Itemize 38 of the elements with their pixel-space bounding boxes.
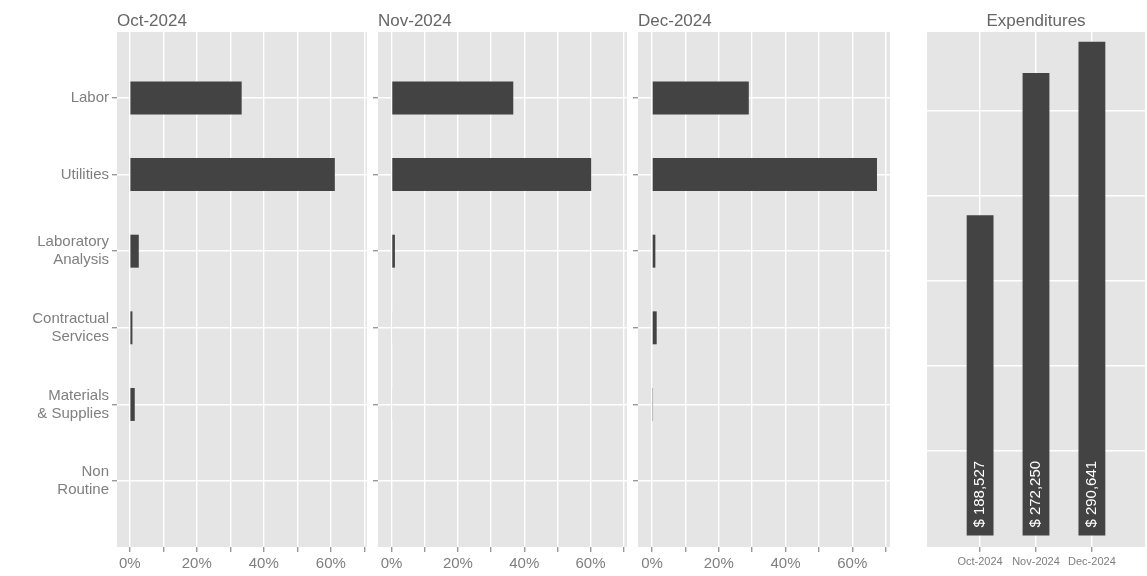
x-tick-label: 40%	[248, 554, 279, 572]
bar	[130, 81, 242, 115]
bar	[392, 81, 514, 115]
y-tick-label: Laboratory Analysis	[37, 232, 110, 268]
bar	[652, 311, 657, 345]
x-tick-label: Dec-2024	[1068, 554, 1116, 567]
bar	[130, 387, 135, 421]
bar	[130, 234, 139, 268]
y-tick-label: Utilities	[60, 164, 109, 182]
x-tick-label: 40%	[509, 554, 540, 572]
x-tick-label: 20%	[442, 554, 473, 572]
x-tick-label: Nov-2024	[1012, 554, 1060, 567]
chart-title: Nov-2024	[378, 11, 452, 31]
x-tick-label: 0%	[641, 554, 663, 572]
chart-title: Dec-2024	[638, 11, 712, 31]
y-tick-label: Contractual Services	[32, 308, 109, 344]
x-tick-label: 60%	[837, 554, 868, 572]
bar	[652, 158, 877, 192]
data-label: $ 188,527	[970, 460, 988, 528]
x-tick-label: 20%	[181, 554, 212, 572]
bar	[392, 158, 592, 192]
x-tick-label: 60%	[315, 554, 346, 572]
x-tick-label: Oct-2024	[957, 554, 1003, 567]
y-tick-label: Labor	[70, 88, 109, 106]
x-tick-label: 20%	[703, 554, 734, 572]
bar	[130, 158, 335, 192]
x-tick-label: 0%	[380, 554, 403, 572]
x-tick-label: 40%	[770, 554, 801, 572]
data-label: $ 272,250	[1026, 460, 1044, 528]
y-tick-label: Non Routine	[57, 462, 109, 498]
x-tick-label: 60%	[575, 554, 606, 572]
x-tick-label: 0%	[118, 554, 141, 572]
bar	[392, 234, 395, 268]
y-tick-label: Materials & Supplies	[37, 385, 109, 421]
chart-title: Oct-2024	[117, 11, 187, 31]
data-label: $ 290,641	[1082, 460, 1100, 528]
chart-title: Expenditures	[986, 11, 1086, 31]
bar	[652, 81, 749, 115]
